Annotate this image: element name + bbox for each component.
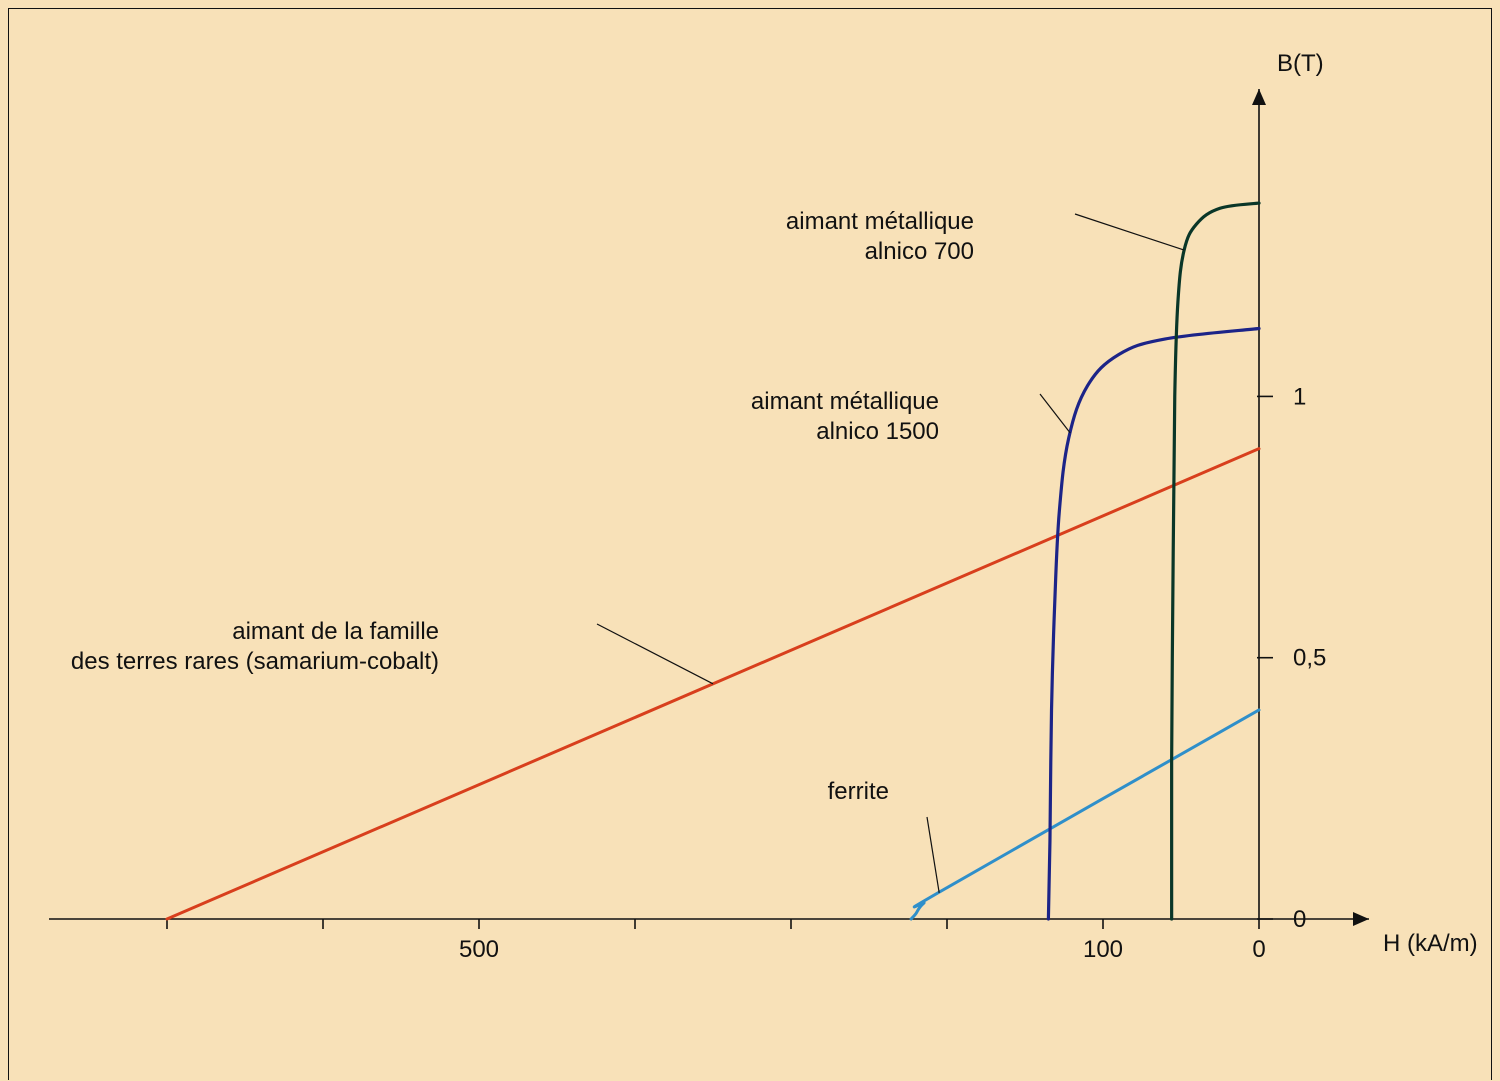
label-alnico_1500: alnico 1500: [816, 418, 939, 445]
leader-ferrite: [927, 817, 939, 893]
x-tick-label: 100: [1083, 936, 1123, 963]
y-axis-arrow: [1252, 89, 1266, 105]
label-samarium_cobalt: des terres rares (samarium-cobalt): [71, 648, 439, 675]
x-axis-label: H (kA/m): [1383, 930, 1478, 957]
label-alnico_700: aimant métallique: [786, 208, 974, 235]
y-tick-label: 0: [1293, 906, 1306, 933]
leader-samarium_cobalt: [597, 624, 713, 684]
leader-alnico_1500: [1040, 394, 1070, 433]
chart-frame: 0 100 500 H (kA/m) 0 0,5 1 B(T) aimant de la fam…: [8, 8, 1492, 1080]
series-alnico_700: [1172, 203, 1259, 919]
series-samarium_cobalt: [167, 449, 1259, 919]
series-ferrite: [911, 710, 1259, 919]
label-ferrite: ferrite: [828, 778, 889, 805]
x-tick-label: 0: [1252, 936, 1265, 963]
label-alnico_700: alnico 700: [865, 238, 974, 265]
y-tick-label: 0,5: [1293, 645, 1326, 672]
leader-alnico_700: [1075, 214, 1184, 250]
y-tick-label: 1: [1293, 383, 1306, 410]
label-samarium_cobalt: aimant de la famille: [232, 618, 439, 645]
x-axis-arrow: [1353, 912, 1369, 926]
series-alnico_1500: [1048, 328, 1259, 919]
x-tick-label: 500: [459, 936, 499, 963]
y-axis-label: B(T): [1277, 50, 1324, 77]
label-alnico_1500: aimant métallique: [751, 388, 939, 415]
demagnetization-chart: 0 100 500 H (kA/m) 0 0,5 1 B(T) aimant de la fam…: [9, 9, 1493, 1081]
